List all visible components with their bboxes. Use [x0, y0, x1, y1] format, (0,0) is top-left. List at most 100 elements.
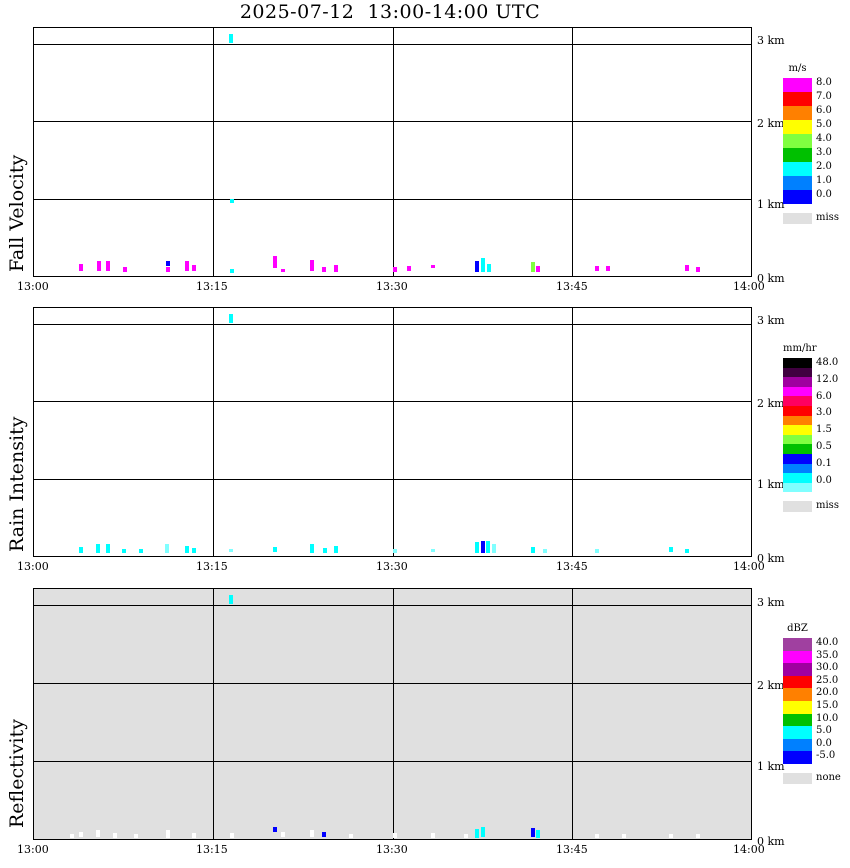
colorbar-tick-label: 0.0 — [816, 737, 832, 749]
colorbar-band — [783, 444, 812, 454]
panel2-plot-area[interactable] — [33, 307, 752, 557]
panel1-xtick-1300: 13:00 — [17, 280, 49, 293]
colorbar-band — [783, 92, 812, 106]
colorbar-band — [783, 106, 812, 120]
data-cell — [543, 549, 547, 553]
data-cell — [79, 264, 83, 271]
data-cell — [393, 267, 397, 272]
page-title: 2025-07-12 13:00-14:00 UTC — [239, 1, 541, 23]
data-cell — [166, 830, 170, 838]
data-cell — [166, 261, 170, 266]
data-cell — [696, 834, 700, 838]
data-cell — [487, 264, 491, 272]
gridline-vertical-1 — [393, 589, 394, 839]
data-cell — [310, 830, 314, 837]
gridline-vertical-0 — [213, 28, 214, 276]
gridline-horizontal-3km — [34, 323, 751, 325]
data-cell — [685, 549, 689, 553]
colorbar-tick-label: 3.0 — [816, 407, 832, 419]
panel1-xtick-1400: 14:00 — [733, 280, 765, 293]
data-cell — [123, 267, 127, 272]
panel2-ytick-1km: 1 km — [757, 478, 785, 491]
panel3-plot-area[interactable] — [33, 588, 752, 840]
panel1-ytick-2km: 2 km — [757, 117, 785, 130]
data-cell — [229, 595, 233, 604]
data-cell — [273, 256, 277, 268]
colorbar-band — [783, 482, 812, 493]
panel3-ytick-3km: 3 km — [757, 596, 785, 609]
gridline-horizontal-2km — [34, 682, 751, 684]
colorbar-band — [783, 162, 812, 176]
data-cell — [595, 834, 599, 838]
colorbar-tick-label: 10.0 — [816, 712, 839, 724]
colorbar-band — [783, 638, 812, 651]
gridline-horizontal-2km — [34, 401, 751, 402]
data-cell — [192, 833, 196, 838]
colorbar-band — [783, 396, 812, 406]
colorbar-gradient — [783, 358, 812, 493]
data-cell — [322, 267, 326, 272]
panel3-xtick-1400: 14:00 — [733, 843, 765, 856]
gridline-vertical-2 — [572, 589, 573, 839]
colorbar-band — [783, 148, 812, 162]
data-cell — [622, 834, 626, 838]
data-cell — [229, 549, 233, 552]
panel1-ytick-0km: 0 km — [757, 272, 785, 285]
gridline-horizontal-1km — [34, 478, 751, 480]
data-cell — [185, 546, 189, 553]
colorbar-band — [783, 663, 812, 676]
data-cell — [273, 547, 277, 552]
data-cell — [96, 830, 100, 837]
data-cell — [139, 549, 143, 553]
data-cell — [192, 548, 196, 553]
data-cell — [281, 269, 285, 272]
panel3-ytick-1km: 1 km — [757, 760, 785, 773]
data-cell — [185, 261, 189, 271]
colorbar-tick-label: 25.0 — [816, 674, 839, 686]
panel3-xtick-1345: 13:45 — [556, 843, 588, 856]
colorbar-tick-label: 5.0 — [816, 725, 832, 737]
panel3-ytick-0km: 0 km — [757, 835, 785, 848]
colorbar-tick-label: 1.5 — [816, 424, 832, 436]
panel1-xtick-1315: 13:15 — [196, 280, 228, 293]
data-cell — [481, 827, 485, 837]
colorbar-band — [783, 190, 812, 204]
colorbar-band — [783, 415, 812, 426]
data-cell — [531, 262, 535, 272]
colorbar-tick-label: 0.5 — [816, 441, 832, 452]
panel3-xtick-1300: 13:00 — [17, 843, 49, 856]
data-cell — [481, 258, 485, 272]
panel1-plot-area[interactable] — [33, 27, 752, 277]
colorbar-band — [783, 78, 812, 92]
data-cell — [393, 833, 397, 838]
data-cell — [97, 261, 101, 271]
panel1-xtick-1345: 13:45 — [556, 280, 588, 293]
gridline-vertical-1 — [393, 28, 394, 276]
data-cell — [531, 547, 535, 553]
data-cell — [134, 834, 138, 838]
data-cell — [106, 544, 110, 553]
panel2-xtick-1300: 13:00 — [17, 560, 49, 573]
gridline-vertical-1 — [393, 308, 394, 556]
data-cell — [606, 266, 610, 271]
colorbar-band — [783, 377, 812, 387]
colorbar-band — [783, 405, 812, 416]
data-cell — [407, 266, 411, 271]
colorbar-missing-label: none — [816, 772, 841, 783]
panel3-xtick-1330: 13:30 — [376, 843, 408, 856]
data-cell — [122, 549, 126, 553]
colorbar-band — [783, 751, 812, 764]
data-cell — [79, 832, 83, 837]
data-cell — [431, 265, 435, 268]
data-cell — [492, 544, 496, 553]
gridline-horizontal-1km — [34, 198, 751, 200]
colorbar-band — [783, 358, 812, 368]
panel1-xtick-1330: 13:30 — [376, 280, 408, 293]
data-cell — [322, 832, 326, 837]
panel2-ylabel: Rain Intensity — [6, 416, 28, 552]
colorbar-tick-label: 48.0 — [816, 357, 839, 368]
data-cell — [334, 265, 338, 272]
data-cell — [165, 544, 169, 553]
data-cell — [669, 547, 673, 552]
gridline-vertical-0 — [213, 589, 214, 839]
